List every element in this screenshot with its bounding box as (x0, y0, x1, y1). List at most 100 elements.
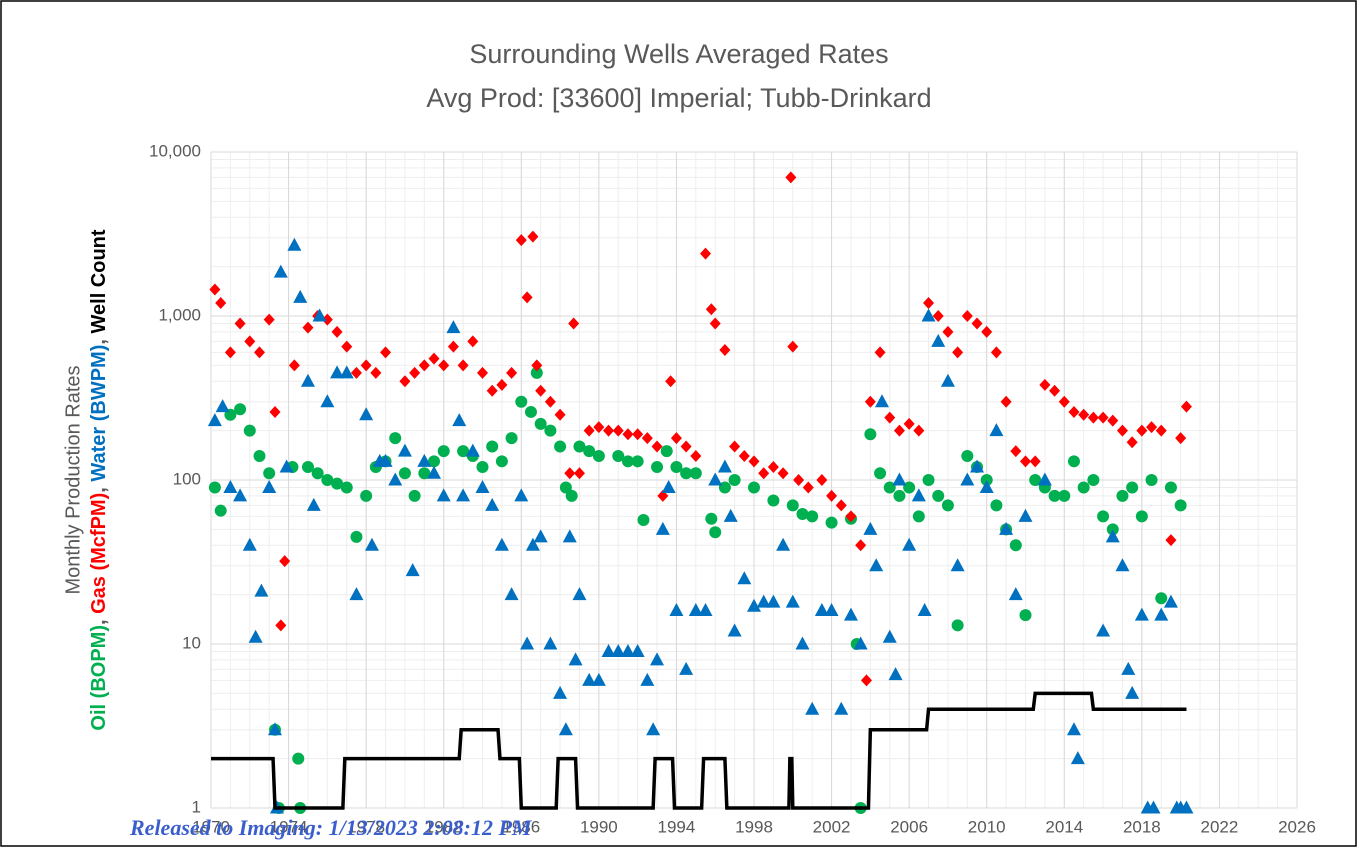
gas-point (816, 474, 828, 486)
oil-point (340, 481, 353, 494)
gas-point (544, 395, 556, 408)
water-point (1070, 751, 1085, 765)
oil-point (418, 467, 431, 480)
gas-point (1000, 395, 1012, 408)
y-tick-label: 1 (192, 797, 201, 816)
gas-point (690, 450, 702, 463)
gas-point (785, 171, 797, 184)
oil-point (505, 432, 518, 445)
water-point (397, 443, 412, 457)
gas-point (1039, 378, 1051, 391)
oil-point (583, 445, 596, 458)
oil-point (1155, 592, 1168, 605)
gas-point (573, 467, 585, 480)
water-point (1163, 594, 1178, 608)
gas-point (1087, 411, 1099, 424)
water-point (456, 488, 471, 502)
series-triangle (207, 237, 1194, 814)
gas-point (826, 489, 838, 502)
water-point (921, 308, 936, 322)
water-point (698, 603, 713, 617)
gas-point (244, 335, 256, 348)
water-point (776, 537, 791, 551)
oil-point (292, 752, 305, 765)
water-point (364, 537, 379, 551)
water-point (273, 264, 288, 278)
oil-point (612, 450, 625, 463)
gas-point (641, 432, 653, 445)
oil-point (1126, 481, 1139, 494)
x-tick-label: 1994 (658, 817, 696, 836)
oil-point (408, 489, 421, 502)
water-point (960, 472, 975, 486)
water-point (970, 459, 985, 473)
gas-point (961, 310, 973, 322)
gas-point (860, 674, 872, 687)
gas-point (700, 247, 712, 260)
gas-point (275, 619, 287, 632)
water-point (427, 465, 442, 479)
gas-point (651, 440, 663, 453)
water-point (417, 453, 432, 467)
gas-point (1175, 432, 1187, 445)
gas-point (1116, 424, 1128, 437)
water-point (1121, 661, 1136, 675)
oil-point (208, 481, 221, 494)
water-point (215, 399, 230, 413)
oil-point (350, 530, 363, 543)
oil-point (486, 440, 499, 453)
gas-point (568, 317, 580, 330)
water-point (465, 443, 480, 457)
gas-point (802, 481, 814, 494)
water-point (655, 521, 670, 535)
gas-point (224, 346, 236, 359)
x-tick-label: 2006 (890, 817, 928, 836)
water-point (267, 722, 282, 736)
water-point (979, 480, 994, 494)
oil-point (1135, 510, 1148, 523)
oil-point (331, 477, 344, 490)
x-tick-label: 1970 (192, 817, 230, 836)
oil-point (903, 481, 916, 494)
water-point (485, 497, 500, 511)
oil-point (621, 455, 634, 468)
gas-point (787, 340, 799, 353)
water-point (388, 472, 403, 486)
gas-point (855, 539, 867, 552)
water-point (824, 603, 839, 617)
water-point (287, 237, 302, 251)
oil-point (301, 461, 314, 474)
water-point (262, 480, 277, 494)
oil-point (495, 455, 508, 468)
water-point (1179, 800, 1194, 814)
oil-point (651, 461, 664, 474)
water-point (843, 607, 858, 621)
gas-point (447, 340, 459, 353)
water-point (330, 365, 345, 379)
gas-point (913, 424, 925, 437)
water-point (558, 722, 573, 736)
oil-point (864, 428, 877, 441)
water-point (723, 508, 738, 522)
oil-point (515, 395, 528, 408)
gas-point (1126, 436, 1138, 449)
water-point (882, 629, 897, 643)
oil-point (234, 403, 247, 416)
gas-point (380, 346, 392, 359)
water-point (834, 701, 849, 715)
gas-point (1010, 445, 1022, 458)
oil-point (243, 424, 256, 437)
water-point (911, 488, 926, 502)
water-point (254, 583, 269, 597)
gas-point (665, 375, 677, 388)
x-tick-label: 2014 (1045, 817, 1083, 836)
water-point (514, 488, 529, 502)
gas-point (583, 424, 595, 437)
gas-point (527, 230, 539, 243)
water-point (611, 644, 626, 658)
water-point (640, 672, 655, 686)
oil-point (457, 445, 470, 458)
oil-point (592, 450, 605, 463)
water-point (727, 623, 742, 637)
